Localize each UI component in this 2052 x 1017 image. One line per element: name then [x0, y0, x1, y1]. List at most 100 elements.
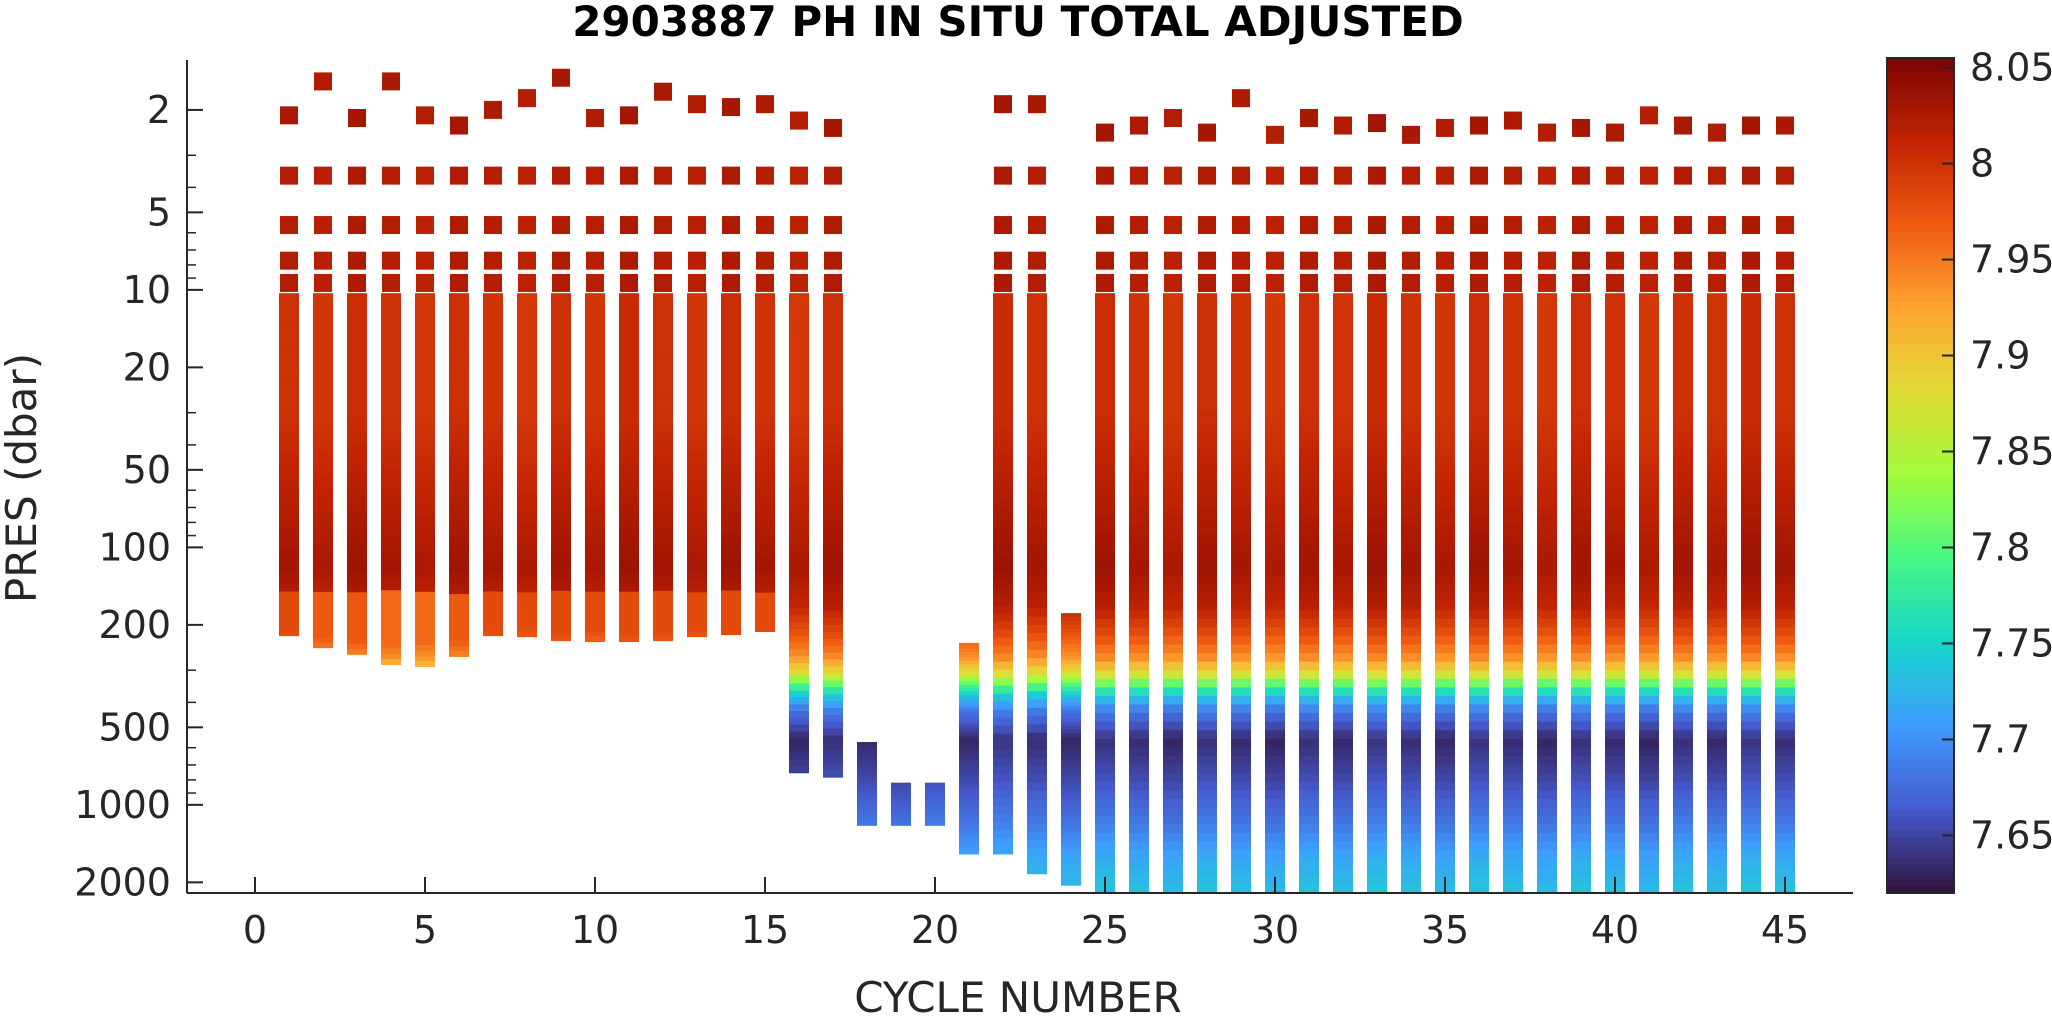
profile-cell [653, 362, 673, 369]
profile-cell [1129, 550, 1149, 560]
profile-cell [959, 715, 979, 719]
profile-cell [823, 500, 843, 509]
profile-cell [1571, 584, 1591, 594]
profile-cell [1673, 584, 1693, 594]
upper-level-sample [1742, 251, 1760, 270]
profile-cell [891, 806, 911, 808]
profile-cell [585, 422, 605, 429]
profile-cell [347, 607, 367, 614]
profile-cell [1673, 481, 1693, 491]
profile-cell [1061, 819, 1081, 824]
profile-cell [653, 347, 673, 354]
profile-cell [959, 775, 979, 780]
profile-cell [721, 351, 741, 358]
profile-cell [1707, 336, 1727, 346]
profile-cell [1775, 567, 1795, 577]
profile-cell [1503, 644, 1523, 654]
profile-column [891, 782, 911, 826]
profile-cell [381, 632, 401, 639]
profile-cell [993, 389, 1013, 398]
profile-cell [381, 568, 401, 575]
profile-cell [687, 616, 707, 623]
colorbar-cell [1887, 739, 1954, 748]
profile-cell [959, 657, 979, 662]
profile-cell [1673, 301, 1693, 311]
profile-cell [1367, 790, 1387, 800]
profile-cell [1061, 644, 1081, 649]
profile-cell [585, 586, 605, 593]
x-tick-label: 30 [1251, 908, 1299, 952]
profile-cell [1741, 713, 1761, 723]
profile-cell [1605, 833, 1625, 843]
upper-level-sample [1504, 166, 1522, 185]
profile-column [279, 106, 299, 637]
profile-cell [1095, 618, 1115, 628]
profile-cell [925, 798, 945, 800]
profile-cell [1333, 387, 1353, 397]
profile-cell [721, 307, 741, 314]
profile-cell [551, 442, 571, 448]
profile-cell [721, 507, 741, 514]
profile-column [959, 642, 979, 855]
upper-level-sample [790, 251, 808, 270]
profile-cell [347, 520, 367, 526]
profile-cell [857, 796, 877, 799]
profile-cell [1095, 481, 1115, 491]
profile-cell [1367, 807, 1387, 817]
profile-cell [1163, 301, 1183, 311]
upper-level-sample [756, 166, 774, 185]
profile-cell [1503, 824, 1523, 834]
profile-cell [517, 533, 537, 540]
profile-cell [551, 566, 571, 572]
profile-cell [959, 787, 979, 792]
profile-cell [347, 530, 367, 537]
profile-cell [1367, 824, 1387, 834]
profile-cell [1095, 695, 1115, 706]
profile-cell [823, 472, 843, 481]
chart-title: 2903887 PH IN SITU TOTAL ADJUSTED [572, 0, 1464, 46]
profile-cell [619, 581, 639, 588]
profile-cell [789, 464, 809, 472]
profile-column [585, 108, 605, 643]
profile-cell [279, 420, 299, 426]
profile-cell [925, 800, 945, 803]
profile-cell [1095, 344, 1115, 354]
upper-level-sample [416, 216, 434, 235]
profile-cell [1537, 841, 1557, 851]
profile-cell [1605, 755, 1625, 766]
profile-cell [1163, 336, 1183, 346]
profile-cell [415, 607, 435, 614]
surface-sample [1334, 116, 1352, 135]
profile-cell [1265, 730, 1285, 740]
profile-cell [1163, 575, 1183, 586]
profile-cell [925, 807, 945, 809]
profile-cell [1299, 670, 1319, 680]
profile-cell [1775, 550, 1795, 560]
profile-cell [653, 486, 673, 493]
profile-cell [925, 802, 945, 804]
profile-cell [381, 574, 401, 581]
profile-column [925, 782, 945, 826]
upper-level-sample [450, 166, 468, 185]
profile-cell [755, 298, 775, 304]
profile-cell [1027, 666, 1047, 676]
profile-cell [789, 293, 809, 301]
profile-cell [1775, 635, 1795, 646]
profile-cell [823, 424, 843, 433]
profile-cell [313, 445, 333, 451]
profile-cell [823, 763, 843, 771]
profile-cell [891, 786, 911, 788]
profile-cell [1401, 618, 1421, 628]
profile-cell [1163, 310, 1183, 320]
profile-cell [1129, 481, 1149, 491]
profile-cell [1197, 798, 1217, 808]
profile-cell [279, 620, 299, 627]
profile-cell [1265, 430, 1285, 440]
profile-cell [517, 616, 537, 623]
colorbar-cell [1887, 134, 1954, 143]
profile-cell [891, 785, 911, 787]
profile-cell [1197, 575, 1217, 586]
profile-cell [1775, 858, 1795, 868]
profile-cell [1333, 798, 1353, 808]
profile-cell [1571, 353, 1591, 363]
